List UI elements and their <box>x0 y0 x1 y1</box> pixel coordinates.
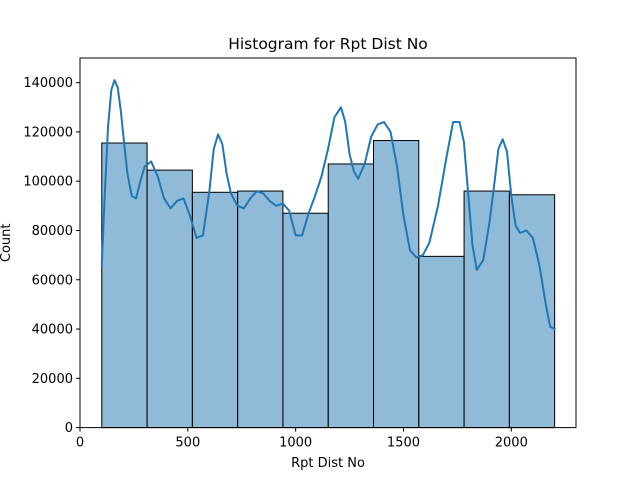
y-tick-label: 120000 <box>23 125 73 140</box>
y-axis-title: Count <box>0 223 14 262</box>
x-axis-ticks: 0 500 1000 1500 2000 <box>76 427 528 451</box>
x-tick-label: 2000 <box>495 436 528 451</box>
histogram-bar <box>101 142 148 429</box>
y-tick-label: 140000 <box>23 76 73 91</box>
histogram-bar <box>373 140 420 429</box>
y-tick-label: 80000 <box>32 224 73 239</box>
chart-title: Histogram for Rpt Dist No <box>228 35 428 53</box>
y-tick-label: 60000 <box>32 273 73 288</box>
plot-frame <box>79 57 577 429</box>
y-tick-label: 20000 <box>32 372 73 387</box>
x-tick-label: 1500 <box>387 436 420 451</box>
x-tick-label: 1000 <box>279 436 312 451</box>
kde-curve <box>100 79 556 331</box>
y-tick-label: 100000 <box>23 175 73 190</box>
x-axis-title: Rpt Dist No <box>291 456 365 471</box>
histogram-bar <box>146 169 193 429</box>
histogram-bar <box>327 163 375 429</box>
histogram-bar <box>237 190 284 429</box>
y-tick-label: 40000 <box>32 323 73 338</box>
x-tick-label: 0 <box>76 436 84 451</box>
y-tick-label: 0 <box>65 421 73 436</box>
histogram-bar <box>418 255 465 429</box>
histogram-bar <box>191 191 239 429</box>
histogram-bar <box>282 212 329 429</box>
x-tick-label: 500 <box>175 436 200 451</box>
y-axis-ticks: 0 20000 40000 60000 80000 100000 120000 140000 <box>23 76 80 436</box>
